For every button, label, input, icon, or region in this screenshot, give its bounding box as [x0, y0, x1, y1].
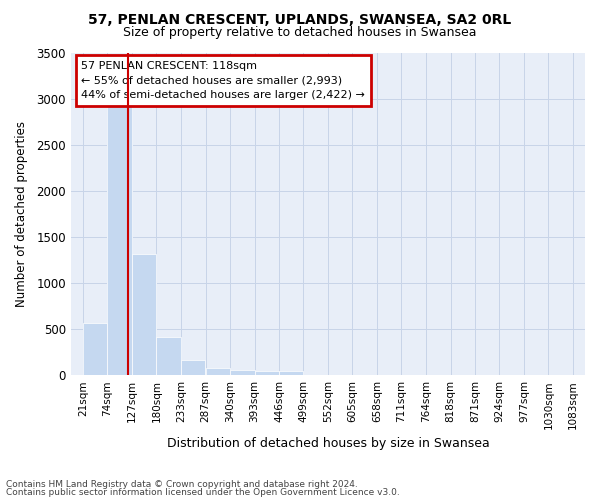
- Text: Size of property relative to detached houses in Swansea: Size of property relative to detached ho…: [123, 26, 477, 39]
- Bar: [83, 322, 107, 375]
- Text: 57 PENLAN CRESCENT: 118sqm
← 55% of detached houses are smaller (2,993)
44% of s: 57 PENLAN CRESCENT: 118sqm ← 55% of deta…: [81, 60, 365, 100]
- Bar: [254, 370, 279, 375]
- X-axis label: Distribution of detached houses by size in Swansea: Distribution of detached houses by size …: [167, 437, 489, 450]
- Bar: [181, 360, 205, 375]
- Bar: [206, 368, 230, 375]
- Bar: [132, 254, 157, 375]
- Bar: [157, 338, 181, 375]
- Text: 57, PENLAN CRESCENT, UPLANDS, SWANSEA, SA2 0RL: 57, PENLAN CRESCENT, UPLANDS, SWANSEA, S…: [88, 12, 512, 26]
- Text: Contains public sector information licensed under the Open Government Licence v3: Contains public sector information licen…: [6, 488, 400, 497]
- Bar: [230, 370, 254, 375]
- Bar: [107, 106, 132, 375]
- Y-axis label: Number of detached properties: Number of detached properties: [15, 121, 28, 307]
- Bar: [279, 372, 304, 375]
- Text: Contains HM Land Registry data © Crown copyright and database right 2024.: Contains HM Land Registry data © Crown c…: [6, 480, 358, 489]
